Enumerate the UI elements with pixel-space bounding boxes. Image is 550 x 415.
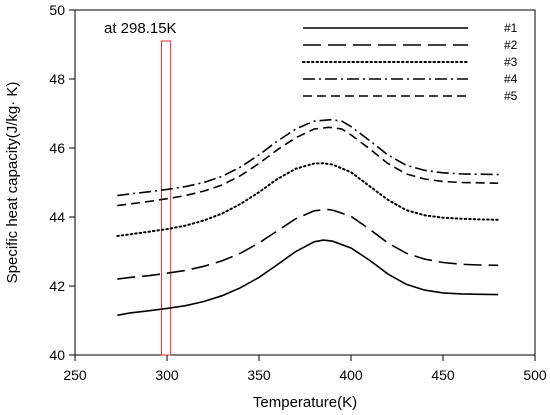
series-line-5	[117, 126, 499, 207]
series-layer	[116, 118, 502, 317]
plot-frame	[74, 9, 536, 356]
series-line-1	[117, 239, 499, 317]
annotation-layer: at 298.15K	[104, 20, 177, 356]
legend-label-5: #5	[504, 89, 518, 103]
series-line-2	[117, 208, 499, 280]
annotation-text: at 298.15K	[104, 20, 177, 37]
x-tick-label: 450	[431, 367, 455, 383]
x-axis-label: Temperature(K)	[253, 394, 357, 411]
x-axis: 250 300 350 400 450 500	[63, 355, 547, 383]
annotation-box	[160, 40, 172, 356]
x-tick-label: 400	[339, 367, 363, 383]
legend-label-3: #3	[504, 55, 518, 69]
legend-label-4: #4	[504, 72, 518, 86]
y-tick-label: 44	[49, 209, 65, 225]
series-line-3	[116, 162, 500, 237]
x-tick-label: 350	[247, 367, 271, 383]
y-tick-label: 50	[49, 2, 65, 18]
y-tick-label: 40	[49, 347, 65, 363]
legend: #1 #2 #3 #4 #5	[302, 21, 518, 103]
y-tick-label: 42	[49, 278, 65, 294]
y-axis: 40 42 44 46 48 50	[49, 2, 75, 363]
y-axis-label: Specific heat capacity(J/kg· K)	[4, 82, 21, 284]
x-tick-label: 500	[523, 367, 547, 383]
legend-label-2: #2	[504, 38, 518, 52]
series-line-4	[117, 118, 502, 197]
x-tick-label: 250	[63, 367, 87, 383]
legend-label-1: #1	[504, 21, 518, 35]
x-tick-label: 300	[155, 367, 179, 383]
y-tick-label: 48	[49, 71, 65, 87]
y-tick-label: 46	[49, 140, 65, 156]
